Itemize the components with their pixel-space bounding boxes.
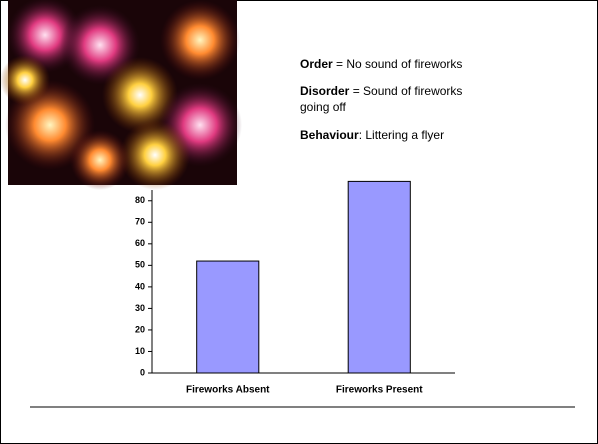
x-tick-label: Fireworks Present (336, 385, 423, 396)
y-tick-label: 40 (135, 281, 145, 291)
bar (196, 260, 260, 374)
note-order: Order = No sound of fireworks (300, 57, 462, 71)
fireworks-image (0, 0, 242, 190)
note-behaviour: Behaviour: Littering a flyer (300, 128, 444, 142)
note-disorder-cont: going off (300, 100, 346, 114)
x-tick-label: Fireworks Absent (186, 385, 270, 396)
y-tick-label: 0 (140, 367, 145, 377)
y-tick-label: 60 (135, 238, 145, 248)
y-tick-label: 30 (135, 303, 145, 313)
y-tick-label: 50 (135, 260, 145, 270)
y-tick-label: 70 (135, 217, 145, 227)
note-disorder: Disorder = Sound of fireworks (300, 84, 462, 98)
y-tick-label: 10 (135, 346, 145, 356)
y-tick-label: 80 (135, 195, 145, 205)
y-tick-label: 20 (135, 324, 145, 334)
bar (347, 180, 411, 374)
